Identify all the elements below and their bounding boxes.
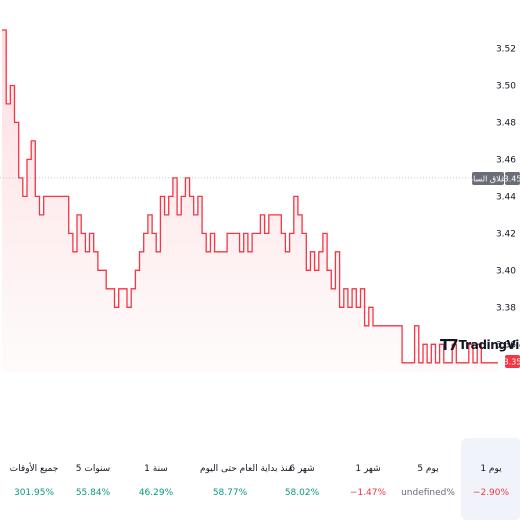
performance-bar: 1 يوم −2.90% 5 يوم undefined% 1 شهر −1.4… (0, 438, 520, 520)
perf-value: 301.95% (13, 488, 55, 498)
last-price-marker: 3.35 (504, 355, 520, 368)
y-tick-label: 3.40 (496, 266, 516, 276)
y-tick-label: 3.52 (496, 45, 516, 55)
y-tick-label: 3.46 (496, 155, 516, 165)
perf-5-day[interactable]: 5 يوم undefined% (398, 438, 458, 518)
tradingview-logo[interactable]: T7 TradingView (440, 336, 520, 354)
y-tick-label: 3.38 (496, 303, 516, 313)
perf-label: منذ بداية العام حتى اليوم (200, 464, 293, 474)
perf-value: 58.02% (284, 488, 320, 498)
last-price-value: 3.35 (504, 358, 520, 367)
perf-label: 1 شهر (355, 464, 381, 474)
y-tick-label: 3.48 (496, 118, 516, 128)
perf-1-day[interactable]: 1 يوم −2.90% (461, 438, 520, 520)
perf-value: 46.29% (138, 488, 174, 498)
perf-label: 5 سنوات (75, 464, 111, 474)
y-tick-label: 3.42 (496, 229, 516, 239)
perf-6-month[interactable]: 6 شهر 58.02% (272, 438, 332, 518)
tradingview-mark-icon: T7 (440, 336, 459, 354)
perf-label: 1 يوم (480, 464, 502, 474)
price-chart[interactable]: 3.523.503.483.463.443.423.403.383.36 10:… (0, 0, 520, 375)
price-line (2, 29, 498, 364)
perf-1-year[interactable]: 1 سنة 46.29% (126, 438, 186, 518)
perf-ytd[interactable]: منذ بداية العام حتى اليوم 58.77% (200, 438, 293, 518)
perf-5-years[interactable]: 5 سنوات 55.84% (63, 438, 123, 518)
previous-close-label: الإغلاق السابق (464, 175, 512, 185)
y-tick-label: 3.50 (496, 82, 516, 92)
perf-label: 6 شهر (289, 464, 315, 474)
y-tick-label: 3.44 (496, 192, 516, 202)
y-tick-label: 3.36 (496, 340, 516, 350)
perf-label: جميع الأوقات (9, 464, 59, 474)
perf-value: −2.90% (472, 488, 510, 498)
perf-1-month[interactable]: 1 شهر −1.47% (338, 438, 398, 518)
previous-close-marker: الإغلاق السابق 3.45 (464, 172, 520, 185)
perf-label: 1 سنة (144, 464, 168, 474)
perf-all-time[interactable]: جميع الأوقات 301.95% (4, 438, 64, 518)
perf-value: 55.84% (75, 488, 111, 498)
perf-label: 5 يوم (417, 464, 439, 474)
perf-value: undefined% (401, 488, 455, 498)
y-axis: 3.52 3.50 3.48 3.46 3.44 3.42 3.40 3.38 3.36 (496, 45, 516, 351)
price-area-fill (2, 30, 498, 372)
tradingview-wordmark: TradingView (458, 338, 520, 352)
perf-value: −1.47% (349, 488, 387, 498)
previous-close-value: 3.45 (504, 175, 520, 184)
perf-value: 58.77% (212, 488, 248, 498)
